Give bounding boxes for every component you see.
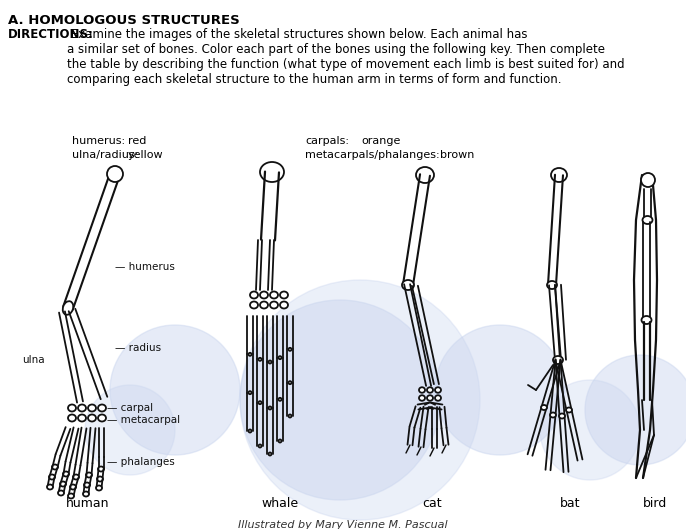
Ellipse shape [260, 291, 268, 298]
Ellipse shape [279, 398, 281, 401]
Ellipse shape [419, 387, 425, 393]
Ellipse shape [268, 406, 272, 409]
Ellipse shape [98, 467, 104, 471]
Ellipse shape [78, 405, 86, 412]
Text: brown: brown [440, 150, 475, 160]
Text: — radius: — radius [115, 343, 161, 353]
Ellipse shape [98, 415, 106, 422]
Text: — phalanges: — phalanges [107, 457, 175, 467]
Text: — carpal: — carpal [107, 403, 153, 413]
Text: humerus:: humerus: [72, 136, 125, 146]
Ellipse shape [279, 440, 281, 442]
Ellipse shape [47, 485, 53, 489]
Ellipse shape [553, 356, 563, 364]
Text: carpals:: carpals: [305, 136, 349, 146]
Text: cat: cat [422, 497, 442, 510]
Ellipse shape [250, 291, 258, 298]
Text: yellow: yellow [128, 150, 164, 160]
Text: — metacarpal: — metacarpal [107, 415, 180, 425]
Text: — humerus: — humerus [115, 262, 175, 272]
Ellipse shape [58, 490, 64, 496]
Ellipse shape [68, 405, 76, 412]
Circle shape [540, 380, 640, 480]
Circle shape [85, 385, 175, 475]
Text: Illustrated by Mary Vienne M. Pascual: Illustrated by Mary Vienne M. Pascual [238, 520, 448, 529]
Ellipse shape [547, 281, 557, 289]
Text: DIRECTIONS:: DIRECTIONS: [8, 28, 94, 41]
Ellipse shape [98, 405, 106, 412]
Ellipse shape [259, 358, 261, 361]
Circle shape [240, 280, 480, 520]
Ellipse shape [427, 387, 433, 393]
Ellipse shape [88, 405, 96, 412]
Ellipse shape [248, 430, 252, 433]
Ellipse shape [289, 381, 292, 384]
Circle shape [240, 300, 440, 500]
Text: red: red [128, 136, 146, 146]
Ellipse shape [289, 348, 292, 351]
Ellipse shape [88, 415, 96, 422]
Circle shape [110, 325, 240, 455]
Ellipse shape [259, 444, 261, 448]
Ellipse shape [62, 301, 73, 315]
Ellipse shape [248, 353, 252, 356]
Text: whale: whale [261, 497, 298, 510]
Ellipse shape [260, 302, 268, 308]
Ellipse shape [289, 415, 292, 417]
Ellipse shape [416, 167, 434, 183]
Text: ulna/radius:: ulna/radius: [72, 150, 139, 160]
Ellipse shape [279, 356, 281, 359]
Ellipse shape [643, 216, 652, 224]
Ellipse shape [541, 405, 547, 410]
Ellipse shape [84, 482, 90, 488]
Ellipse shape [86, 472, 92, 478]
Ellipse shape [268, 452, 272, 455]
Text: ulna: ulna [22, 355, 45, 365]
Text: A. HOMOLOGOUS STRUCTURES: A. HOMOLOGOUS STRUCTURES [8, 14, 239, 27]
Ellipse shape [280, 302, 288, 308]
Ellipse shape [49, 475, 55, 479]
Circle shape [585, 355, 686, 465]
Ellipse shape [419, 395, 425, 401]
Ellipse shape [68, 494, 74, 498]
Ellipse shape [435, 395, 441, 401]
Ellipse shape [97, 477, 103, 481]
Ellipse shape [68, 415, 76, 422]
Ellipse shape [70, 485, 76, 489]
Ellipse shape [551, 168, 567, 182]
Ellipse shape [248, 391, 252, 394]
Ellipse shape [268, 360, 272, 363]
Ellipse shape [260, 162, 284, 182]
Ellipse shape [402, 280, 414, 290]
Text: orange: orange [361, 136, 401, 146]
Ellipse shape [559, 414, 565, 418]
Ellipse shape [427, 395, 433, 401]
Ellipse shape [60, 481, 66, 487]
Circle shape [641, 173, 655, 187]
Ellipse shape [435, 387, 441, 393]
Ellipse shape [270, 291, 278, 298]
Ellipse shape [73, 475, 79, 479]
Ellipse shape [270, 302, 278, 308]
Ellipse shape [63, 471, 69, 477]
Text: metacarpals/phalanges:: metacarpals/phalanges: [305, 150, 440, 160]
Ellipse shape [52, 464, 58, 470]
Circle shape [435, 325, 565, 455]
Text: bird: bird [643, 497, 667, 510]
Text: bat: bat [560, 497, 580, 510]
Text: Examine the images of the skeletal structures shown below. Each animal has
a sim: Examine the images of the skeletal struc… [67, 28, 625, 86]
Ellipse shape [78, 415, 86, 422]
Ellipse shape [83, 491, 89, 497]
Ellipse shape [550, 413, 556, 417]
Circle shape [107, 166, 123, 182]
Ellipse shape [250, 302, 258, 308]
Text: human: human [67, 497, 110, 510]
Ellipse shape [280, 291, 288, 298]
Ellipse shape [96, 486, 102, 490]
Ellipse shape [641, 316, 652, 324]
Ellipse shape [566, 407, 572, 413]
Ellipse shape [259, 401, 261, 404]
